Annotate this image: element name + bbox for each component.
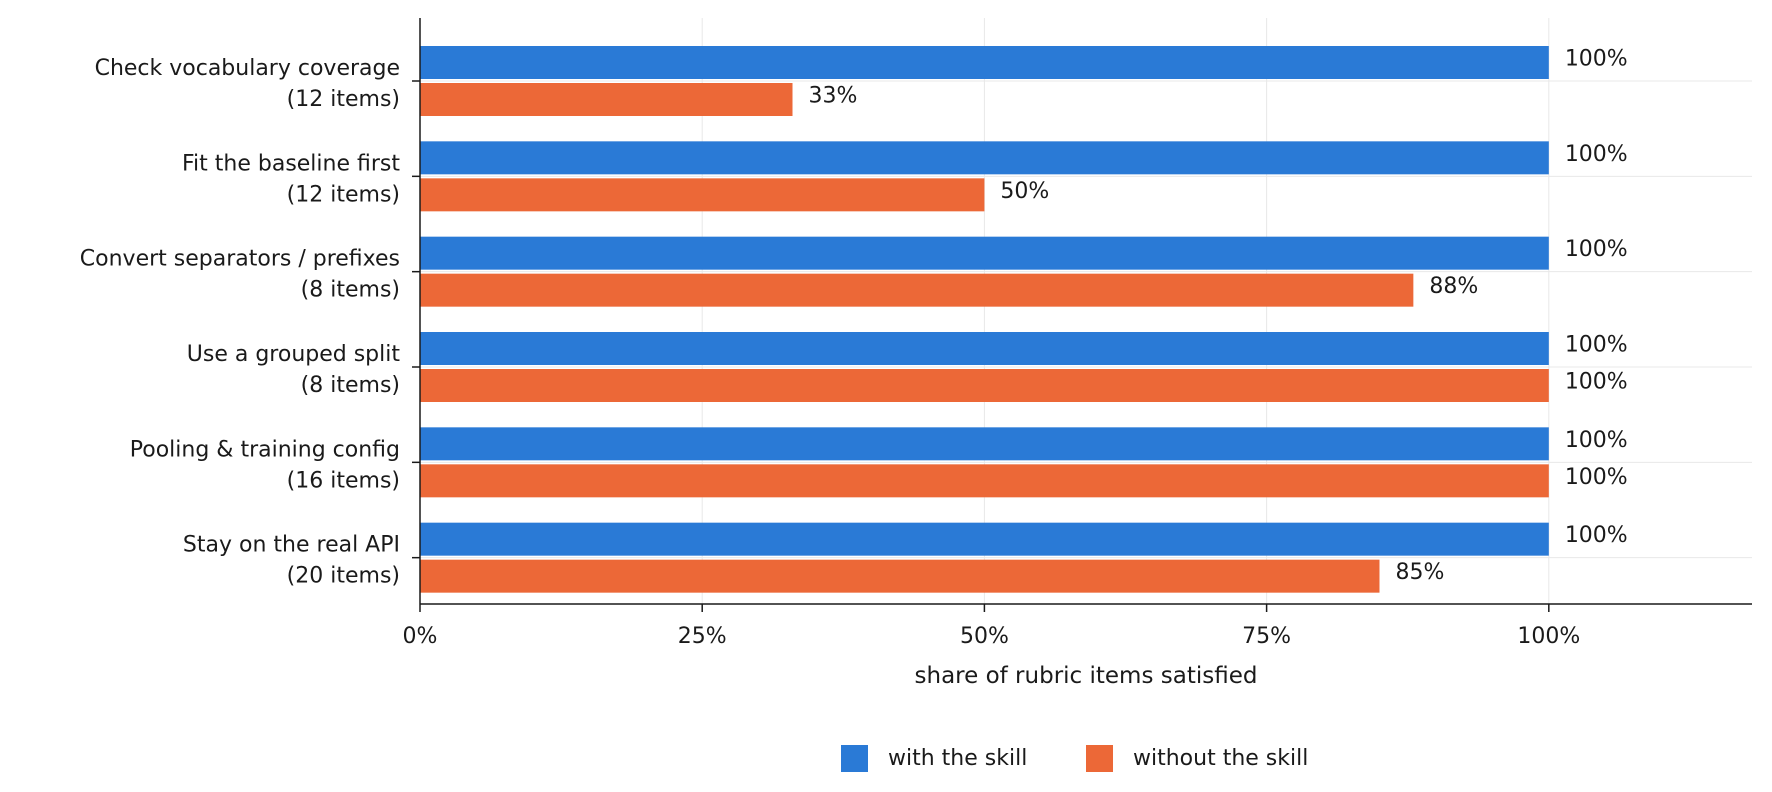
bar [420,141,1549,175]
bar-value-label: 100% [1565,465,1628,490]
category-label: Pooling & training config (16 items) [130,437,400,493]
bar-value-label: 88% [1429,274,1478,299]
legend-swatch [1086,745,1113,772]
bar [420,273,1414,307]
bar [420,427,1549,461]
bar-value-label: 100% [1565,333,1628,358]
bar-value-label: 100% [1565,523,1628,548]
bar [420,559,1380,593]
bar-value-label: 100% [1565,47,1628,72]
legend-label: with the skill [888,746,1027,771]
bar [420,522,1549,556]
category-label: Use a grouped split (8 items) [187,342,401,398]
bar-value-label: 100% [1565,237,1628,262]
x-ticks: 0% 25% 50% 75% 100% [403,604,1580,649]
x-tick-label: 50% [960,624,1009,649]
x-tick-label: 0% [403,624,438,649]
bar [420,83,793,116]
category-label: Check vocabulary coverage (12 items) [95,56,400,112]
axes [412,18,1752,605]
legend-swatch [841,745,868,772]
grid-lines [420,18,1752,604]
x-tick-label: 25% [678,624,727,649]
bar-value-label: 50% [1000,179,1049,204]
bar-value-label: 100% [1565,370,1628,395]
bar-value-label: 85% [1395,560,1444,585]
x-axis-label: share of rubric items satisfied [915,663,1258,689]
legend: with the skill without the skill [841,745,1308,772]
bar [420,369,1549,402]
bar [420,46,1549,79]
category-labels: Check vocabulary coverage (12 items) Fit t… [80,56,401,589]
bar-value-label: 100% [1565,142,1628,167]
bar [420,178,985,212]
bar [420,464,1549,498]
category-label: Stay on the real API (20 items) [183,533,400,589]
bars [420,46,1549,593]
legend-label: without the skill [1133,746,1308,771]
value-labels: 100% 33% 100% 50% 100% 88% 100% 100% 100% 100% 100… [809,47,1628,586]
bar [420,236,1549,270]
category-label: Convert separators / prefixes (8 items) [80,247,400,303]
bar-value-label: 100% [1565,428,1628,453]
bar-value-label: 33% [809,84,858,109]
x-tick-label: 75% [1242,624,1291,649]
bar [420,332,1549,365]
x-tick-label: 100% [1517,624,1580,649]
category-label: Fit the baseline first (12 items) [182,151,400,207]
